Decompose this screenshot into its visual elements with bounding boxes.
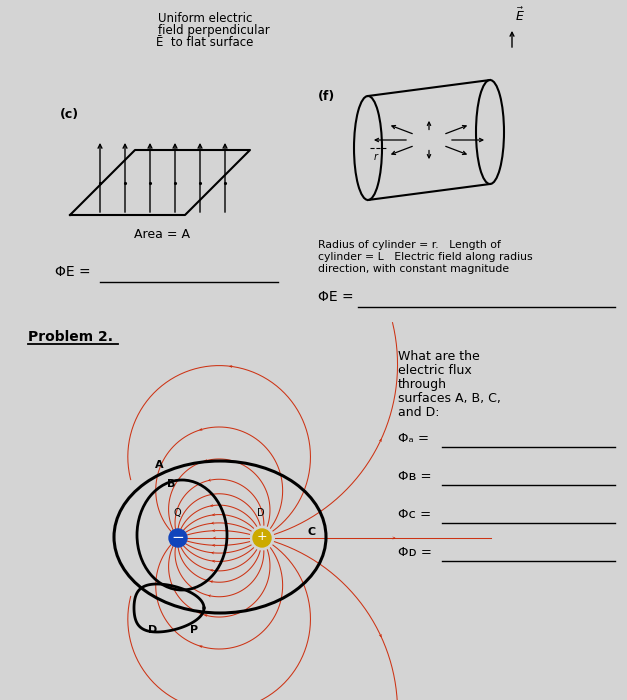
- Text: cylinder = L   Electric field along radius: cylinder = L Electric field along radius: [318, 252, 532, 262]
- Text: Φᴅ =: Φᴅ =: [398, 546, 432, 559]
- Text: (f): (f): [318, 90, 335, 103]
- Text: C: C: [307, 527, 315, 537]
- Text: −: −: [172, 529, 184, 545]
- Text: A: A: [155, 460, 164, 470]
- Text: Φʙ =: Φʙ =: [398, 470, 431, 483]
- Text: r: r: [374, 152, 378, 162]
- Text: Area = A: Area = A: [134, 228, 190, 241]
- Text: Uniform electric: Uniform electric: [158, 12, 253, 25]
- Text: D: D: [148, 625, 157, 635]
- Circle shape: [169, 529, 187, 547]
- Text: Ē  to flat surface: Ē to flat surface: [156, 36, 253, 49]
- Text: surfaces A, B, C,: surfaces A, B, C,: [398, 392, 501, 405]
- Text: Q: Q: [173, 508, 181, 518]
- Text: (c): (c): [60, 108, 79, 121]
- Text: D: D: [257, 508, 265, 518]
- Text: Φₐ =: Φₐ =: [398, 432, 429, 445]
- Text: field perpendicular: field perpendicular: [158, 24, 270, 37]
- Text: +: +: [256, 531, 267, 543]
- Text: ΦE =: ΦE =: [318, 290, 354, 304]
- Text: Problem 2.: Problem 2.: [28, 330, 113, 344]
- Text: P: P: [190, 625, 198, 635]
- Text: through: through: [398, 378, 447, 391]
- Text: ΦE =: ΦE =: [55, 265, 91, 279]
- Circle shape: [253, 529, 271, 547]
- Text: B: B: [167, 479, 176, 489]
- Text: and D:: and D:: [398, 406, 440, 419]
- Text: What are the: What are the: [398, 350, 480, 363]
- Text: direction, with constant magnitude: direction, with constant magnitude: [318, 264, 509, 274]
- Text: Radius of cylinder = r.   Length of: Radius of cylinder = r. Length of: [318, 240, 501, 250]
- Text: $\vec{E}$: $\vec{E}$: [515, 7, 525, 24]
- Text: Φc =: Φc =: [398, 508, 431, 521]
- Text: electric flux: electric flux: [398, 364, 472, 377]
